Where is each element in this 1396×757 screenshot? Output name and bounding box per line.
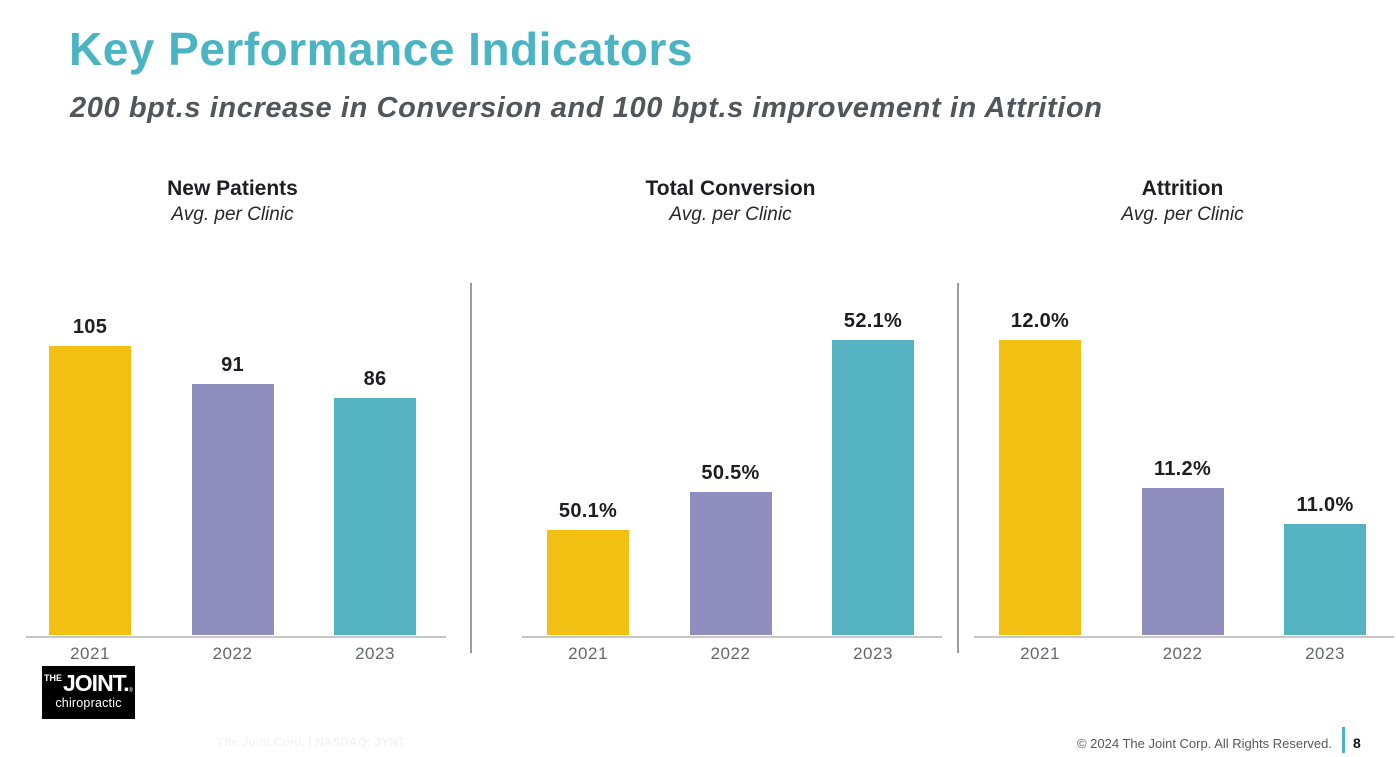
bar-value-label: 91 [221, 354, 244, 376]
bar-group: 105 91 86 [49, 316, 416, 635]
logo-wordmark: THE JOINT. ® [44, 670, 133, 696]
x-tick-label: 2023 [853, 644, 893, 663]
bar-slot-2021: 105 [49, 316, 131, 635]
copyright-text: © 2024 The Joint Corp. All Rights Reserv… [1076, 736, 1332, 751]
vertical-divider [470, 283, 472, 653]
bar-slot-2023: 11.0% [1284, 494, 1366, 635]
bar-group: 50.1% 50.5% 52.1% [547, 310, 914, 635]
x-tick-label: 2021 [1020, 644, 1060, 663]
x-axis-line [26, 636, 446, 638]
bar-slot-2022: 91 [191, 354, 274, 635]
x-axis-line [522, 636, 942, 638]
chart-subtitle: Avg. per Clinic [669, 204, 792, 225]
bar-2023 [334, 398, 416, 635]
chart-header: Total Conversion Avg. per Clinic [547, 177, 914, 226]
bar-2023 [832, 340, 914, 635]
x-tick-label: 2022 [212, 644, 253, 663]
chart-header: New Patients Avg. per Clinic [49, 177, 416, 226]
x-axis-line [974, 636, 1394, 638]
bar-value-label: 52.1% [843, 310, 903, 332]
bar-value-label: 105 [72, 316, 108, 338]
logo-tagline: chiropractic [55, 696, 122, 710]
x-tick-label: 2023 [1305, 644, 1345, 663]
x-axis-labels: 2021 2022 2023 [49, 644, 416, 664]
page-subtitle: 200 bpt.s increase in Conversion and 100… [70, 92, 1103, 124]
bar-value-label: 11.2% [1153, 458, 1212, 480]
bar-group: 12.0% 11.2% 11.0% [999, 310, 1366, 635]
bar-value-label: 50.5% [701, 462, 760, 484]
x-axis-labels: 2021 2022 2023 [999, 644, 1366, 664]
bar-value-label: 12.0% [1010, 310, 1070, 332]
bar-slot-2022: 50.5% [689, 462, 772, 635]
bar-2021 [999, 340, 1081, 635]
x-axis-labels: 2021 2022 2023 [547, 644, 914, 664]
x-tick-label: 2021 [568, 644, 608, 663]
bar-value-label: 86 [363, 368, 387, 390]
chart-title: Total Conversion [645, 177, 816, 200]
chart-title: New Patients [167, 177, 298, 200]
bar-2022 [689, 492, 772, 635]
logo-joint-text: JOINT. [63, 670, 130, 696]
bar-value-label: 11.0% [1296, 494, 1354, 516]
vertical-divider [957, 283, 959, 653]
chart-subtitle: Avg. per Clinic [1121, 204, 1244, 225]
page-title: Key Performance Indicators [69, 23, 694, 75]
footer-accent-bar [1342, 727, 1345, 753]
bar-2022 [191, 384, 274, 635]
bar-slot-2023: 52.1% [832, 310, 914, 635]
the-joint-chiropractic-logo: THE JOINT. ® chiropractic [42, 666, 135, 719]
chart-subtitle: Avg. per Clinic [171, 204, 294, 225]
chart-header: Attrition Avg. per Clinic [999, 177, 1366, 226]
bar-slot-2021: 50.1% [547, 500, 629, 635]
bar-slot-2022: 11.2% [1141, 458, 1224, 635]
ticker-watermark: The Joint Corp. | NASDAQ: JYNT [217, 735, 406, 749]
page-number: 8 [1353, 735, 1361, 751]
bar-slot-2023: 86 [334, 368, 416, 635]
x-tick-label: 2021 [70, 644, 110, 663]
bar-2022 [1141, 488, 1224, 635]
x-tick-label: 2022 [710, 644, 751, 663]
bar-2021 [547, 530, 629, 635]
bar-2021 [49, 346, 131, 635]
x-tick-label: 2022 [1162, 644, 1203, 663]
x-tick-label: 2023 [355, 644, 395, 663]
bar-value-label: 50.1% [558, 500, 618, 522]
logo-the-text: THE [44, 673, 62, 683]
registered-mark-icon: ® [128, 688, 133, 694]
chart-title: Attrition [1141, 177, 1224, 200]
bar-slot-2021: 12.0% [999, 310, 1081, 635]
bar-2023 [1284, 524, 1366, 635]
